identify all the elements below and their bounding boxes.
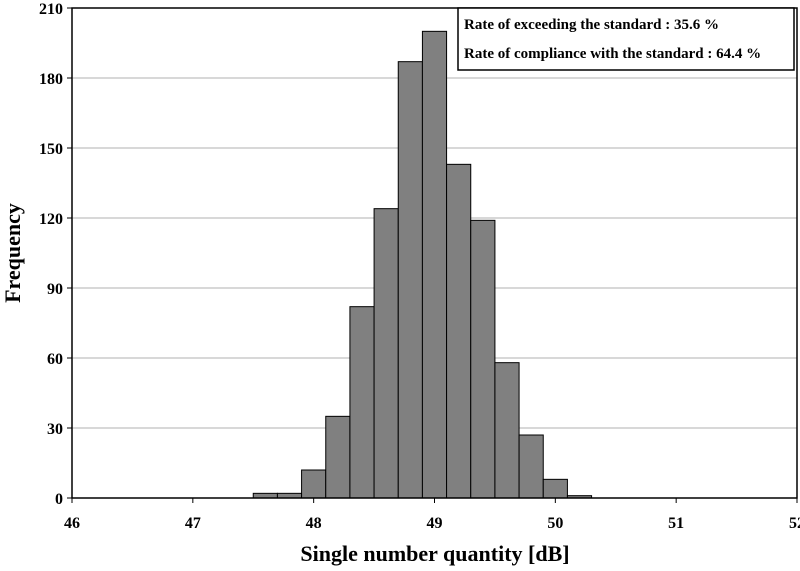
y-tick-label: 150 — [39, 141, 63, 158]
histogram-bar — [518, 434, 544, 499]
histogram-bar — [325, 415, 351, 499]
histogram-bars — [252, 30, 593, 499]
histogram-bar — [373, 208, 399, 499]
x-tick-label: 50 — [547, 515, 563, 532]
y-tick-label: 0 — [55, 491, 63, 508]
x-tick-label: 51 — [668, 515, 684, 532]
y-tick-label: 210 — [39, 1, 63, 18]
x-tick-label: 48 — [306, 515, 322, 532]
compliance-rate-label: Rate of compliance with the standard : 6… — [464, 46, 761, 62]
y-tick-label: 90 — [47, 281, 63, 298]
y-axis-ticks: 0 30 60 90 120 150 180 210 — [39, 1, 72, 508]
histogram-bar — [470, 219, 496, 499]
x-axis-ticks: 46 47 48 49 50 51 52 — [64, 498, 800, 532]
y-tick-label: 60 — [47, 351, 63, 368]
histogram-bar — [301, 469, 327, 499]
histogram-bar — [421, 30, 448, 499]
exceed-rate-label: Rate of exceeding the standard : 35.6 % — [464, 17, 719, 33]
x-tick-label: 47 — [185, 515, 201, 532]
legend-box: Rate of exceeding the standard : 35.6 % … — [457, 7, 795, 71]
histogram-bar — [349, 306, 375, 499]
y-axis-title: Frequency — [0, 203, 25, 303]
y-tick-label: 180 — [39, 71, 63, 88]
x-axis-title: Single number quantity [dB] — [300, 541, 569, 566]
x-tick-label: 49 — [427, 515, 443, 532]
histogram-bar — [542, 478, 568, 499]
histogram-bar — [397, 61, 423, 499]
histogram-bar — [446, 163, 472, 499]
x-tick-label: 46 — [64, 515, 80, 532]
legend-frame — [457, 7, 795, 71]
x-tick-label: 52 — [789, 515, 800, 532]
y-tick-label: 30 — [47, 421, 63, 438]
y-tick-label: 120 — [39, 211, 63, 228]
histogram-bar — [494, 362, 520, 499]
